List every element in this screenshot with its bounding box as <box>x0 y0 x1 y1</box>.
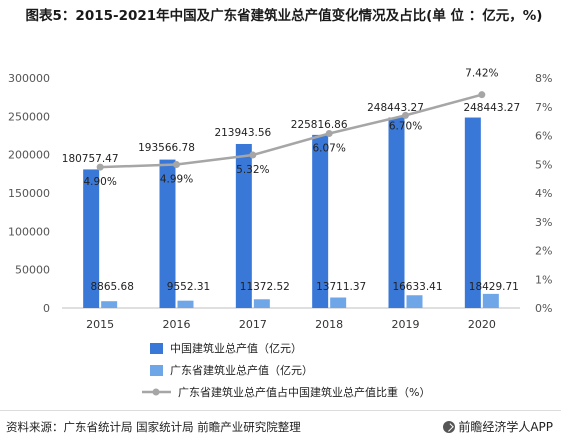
brand-logo-icon <box>443 420 456 433</box>
x-tick-label: 2020 <box>468 318 496 331</box>
data-label-ratio: 6.70% <box>389 120 422 132</box>
data-label-guangdong: 18429.71 <box>469 281 519 293</box>
data-label-china: 193566.78 <box>138 142 195 154</box>
chart-svg: 0 50000 100000 150000 200000 250000 300000 0% 1%… <box>8 68 552 399</box>
data-label-ratio: 4.90% <box>83 176 116 188</box>
x-tick-label: 2017 <box>239 318 267 331</box>
brand-credit: 前瞻经济学人APP <box>443 418 553 435</box>
y-left-tick-label: 50000 <box>15 264 50 277</box>
data-label-ratio: 6.07% <box>312 142 345 154</box>
bar-guangdong <box>253 299 270 308</box>
bar-china <box>388 117 405 308</box>
y-left-tick-label: 200000 <box>8 149 50 162</box>
y-left-tick-label: 250000 <box>8 110 50 123</box>
bar-china <box>464 117 481 308</box>
data-label-guangdong: 9552.31 <box>167 281 210 293</box>
data-label-guangdong: 8865.68 <box>90 281 133 293</box>
y-right-tick-label: 1% <box>535 273 552 286</box>
line-point <box>325 129 333 137</box>
footer: 资料来源：广东省统计局 国家统计局 前瞻产业研究院整理 前瞻经济学人APP <box>0 410 561 448</box>
brand-name: 前瞻经济学人APP <box>458 420 553 434</box>
legend-marker-ratio <box>152 388 160 396</box>
data-label-ratio: 4.99% <box>160 174 193 186</box>
bar-guangdong <box>482 293 499 308</box>
line-point <box>173 161 180 169</box>
data-label-china: 248443.27 <box>367 102 424 114</box>
data-label-china: 213943.56 <box>214 127 271 139</box>
bar-china <box>83 169 100 308</box>
data-label-china: 225816.86 <box>291 119 348 131</box>
bar-guangdong <box>406 295 423 308</box>
y-right-tick-label: 4% <box>535 187 552 200</box>
y-right-tick-label: 5% <box>535 158 552 171</box>
legend-label-guangdong: 广东省建筑业总产值（亿元） <box>170 363 313 377</box>
legend-label-ratio: 广东省建筑业总产值占中国建筑业总产值比重（%） <box>178 385 430 399</box>
data-label-ratio: 7.42% <box>465 68 498 80</box>
data-label-guangdong: 13711.37 <box>316 281 366 293</box>
line-point <box>478 91 486 99</box>
y-left-tick-label: 0 <box>43 302 50 315</box>
bar-guangdong <box>101 301 118 308</box>
y-right-tick-label: 8% <box>535 72 552 85</box>
x-tick-label: 2019 <box>392 318 420 331</box>
y-right-tick-label: 0% <box>535 302 552 315</box>
source-note: 资料来源：广东省统计局 国家统计局 前瞻产业研究院整理 <box>6 420 301 434</box>
legend-swatch-guangdong <box>150 365 163 376</box>
y-right-tick-label: 3% <box>535 216 552 229</box>
chart-title: 图表5：2015-2021年中国及广东省建筑业总产值变化情况及占比(单 位 ：亿… <box>25 8 543 24</box>
data-label-ratio: 5.32% <box>236 164 269 176</box>
line-point <box>96 163 104 171</box>
legend-swatch-china <box>150 343 163 354</box>
bar-guangdong <box>177 300 194 308</box>
line-ratio <box>100 93 483 169</box>
bar-china <box>312 134 329 308</box>
y-left-tick-label: 150000 <box>8 187 50 200</box>
y-right-tick-label: 6% <box>535 130 552 143</box>
bar-china <box>235 143 252 308</box>
y-left-tick-label: 100000 <box>8 225 50 238</box>
legend-label-china: 中国建筑业总产值（亿元） <box>170 341 302 355</box>
x-tick-label: 2018 <box>315 318 343 331</box>
line-point <box>402 111 409 119</box>
line-point <box>249 151 257 159</box>
data-label-china: 180757.47 <box>62 153 119 165</box>
data-label-guangdong: 11372.52 <box>240 281 290 293</box>
y-left-tick-label: 300000 <box>8 72 50 85</box>
y-right-tick-label: 7% <box>535 101 552 114</box>
x-tick-label: 2015 <box>86 318 114 331</box>
bar-guangdong <box>330 297 347 308</box>
bar-china <box>159 159 176 308</box>
x-tick-label: 2016 <box>163 318 191 331</box>
data-label-china: 248443.27 <box>463 102 520 114</box>
y-right-tick-label: 2% <box>535 245 552 258</box>
data-label-guangdong: 16633.41 <box>392 281 442 293</box>
